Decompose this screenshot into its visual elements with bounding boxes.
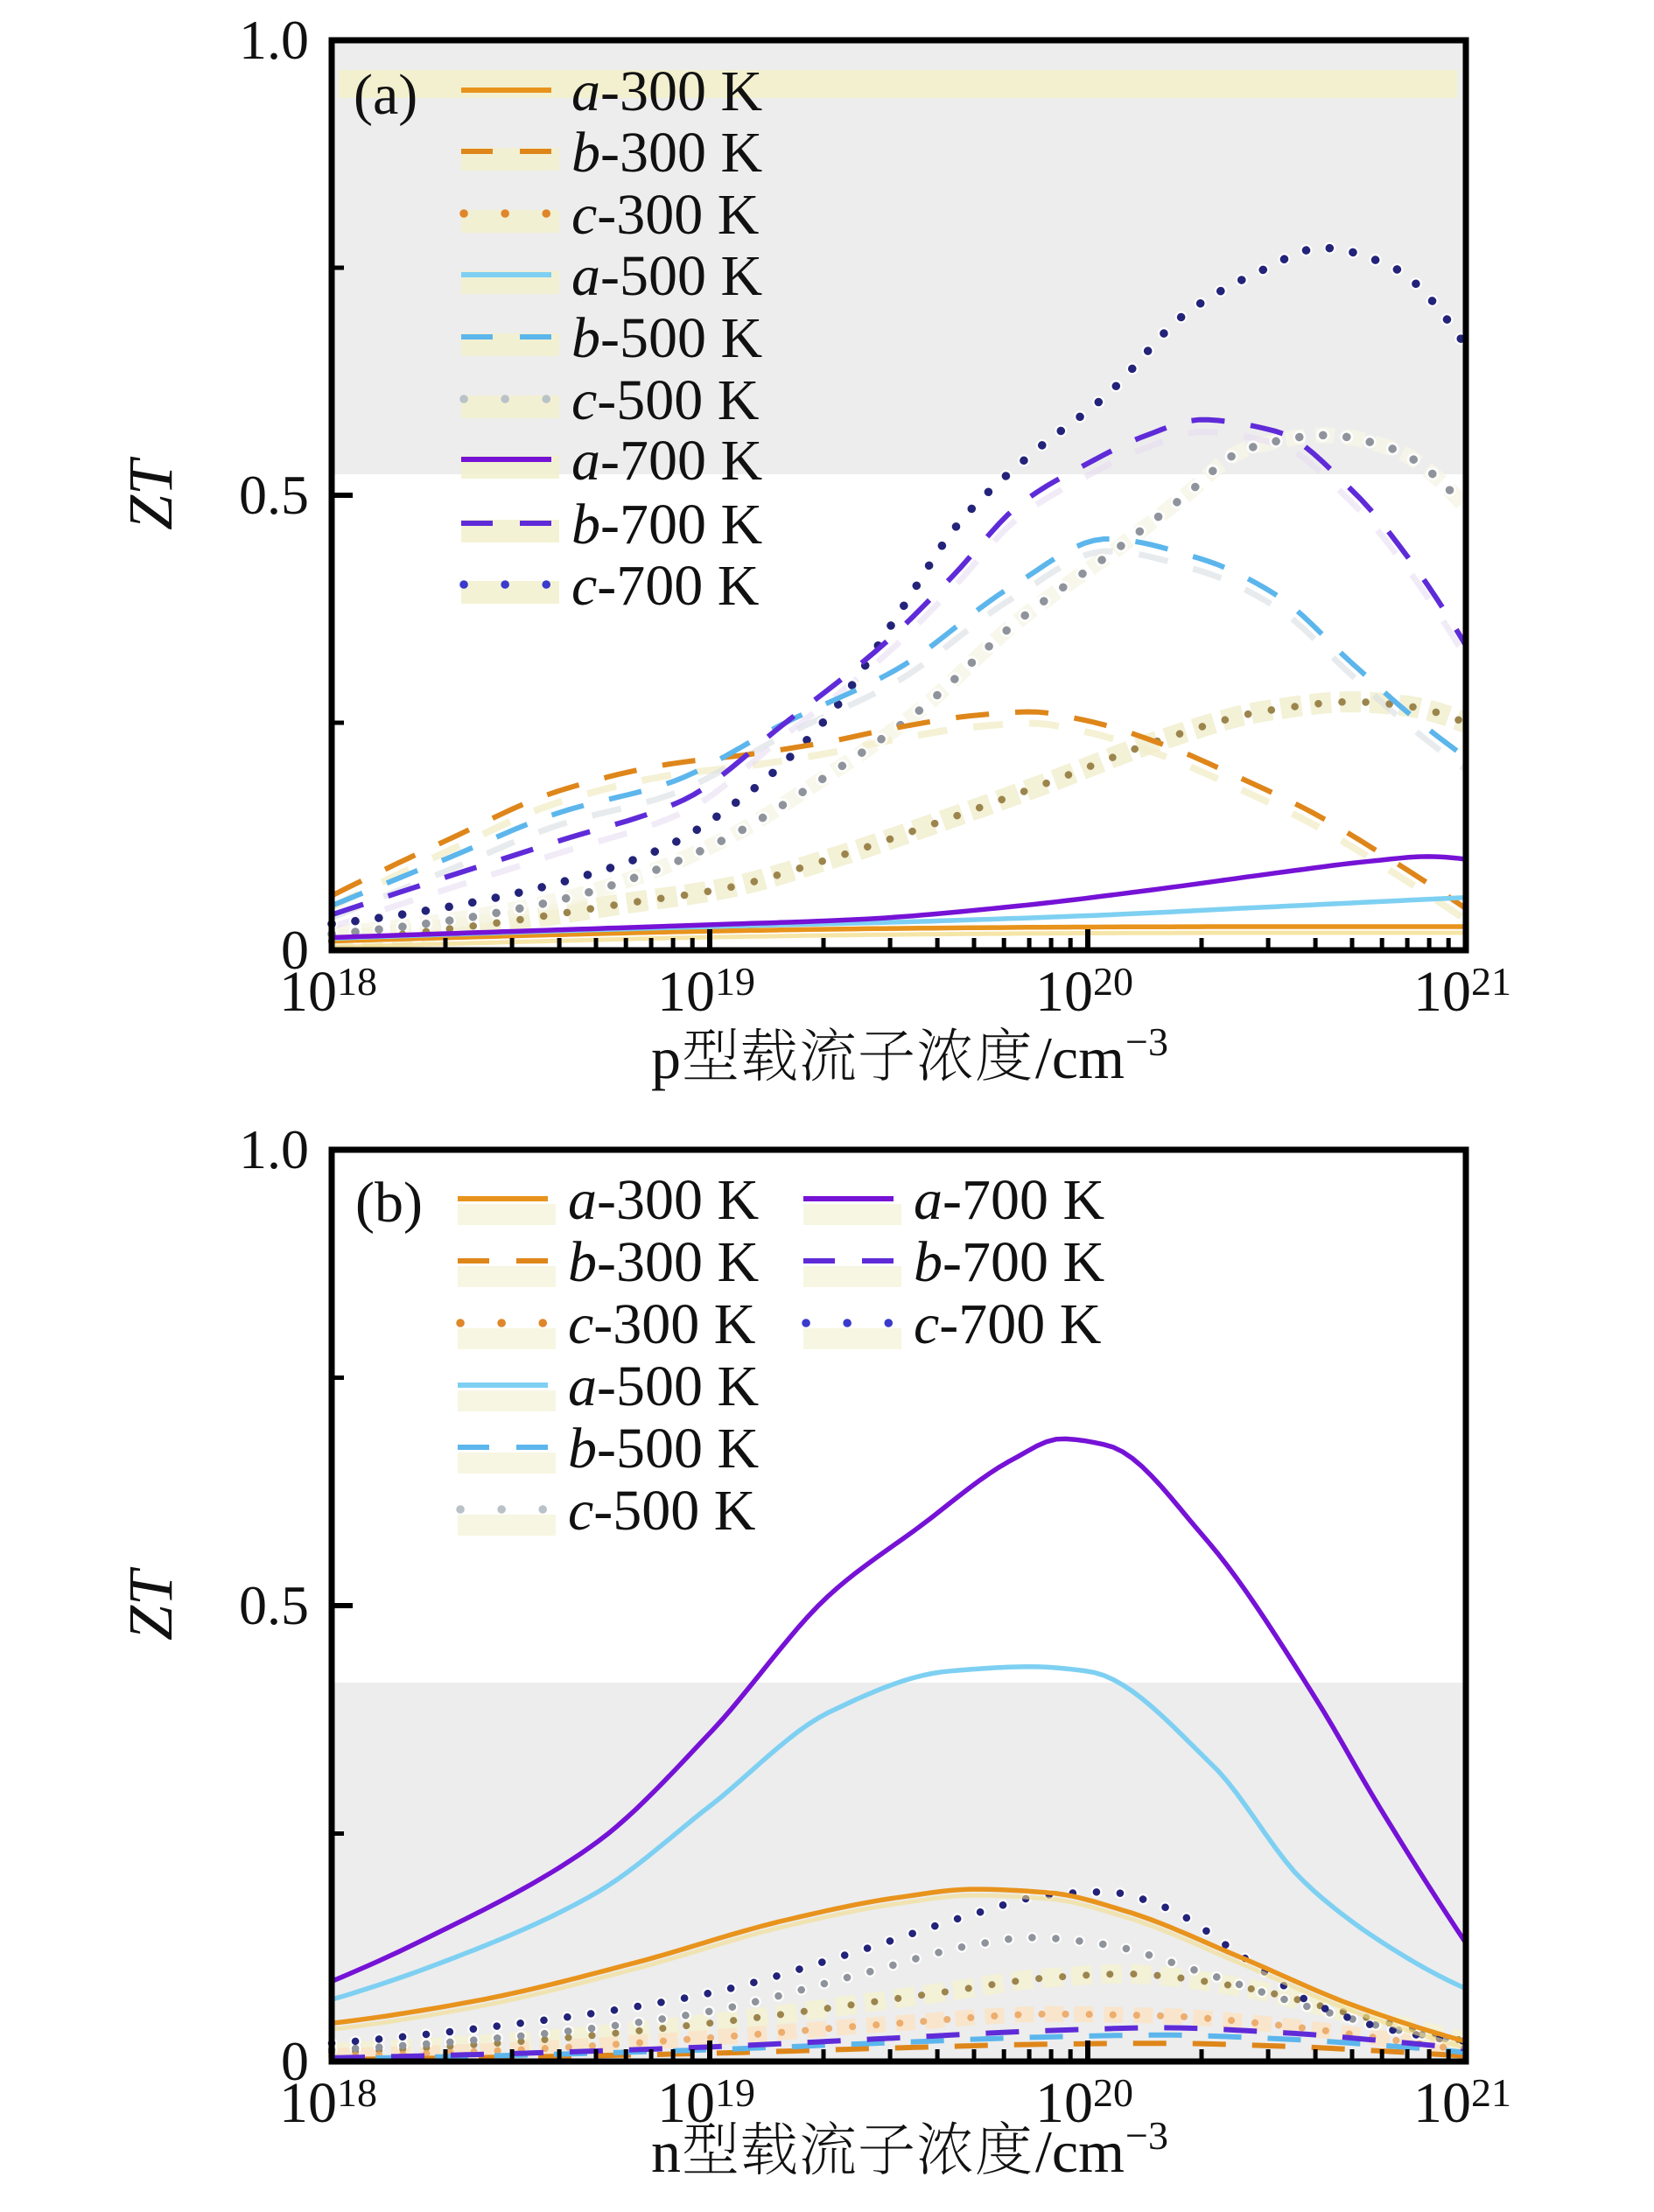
svg-text:/cm: /cm [1035,2118,1125,2185]
svg-text:(a): (a) [354,63,417,127]
svg-text:c-500 K: c-500 K [571,368,759,432]
svg-text:ZT: ZT [116,456,186,530]
svg-text:−3: −3 [1125,2113,1168,2158]
svg-text:a-700 K: a-700 K [914,1168,1104,1232]
svg-text:0.5: 0.5 [239,464,309,526]
svg-text:1020: 1020 [1035,2070,1133,2135]
svg-text:1018: 1018 [279,959,377,1024]
svg-text:c-700 K: c-700 K [571,554,759,618]
svg-text:a-500 K: a-500 K [571,244,762,308]
svg-text:b-300 K: b-300 K [571,121,762,185]
svg-text:1.0: 1.0 [239,9,309,71]
svg-text:ZT: ZT [116,1566,186,1641]
svg-text:b-300 K: b-300 K [568,1230,759,1294]
svg-text:(b): (b) [355,1171,423,1235]
svg-text:c-500 K: c-500 K [568,1479,755,1543]
svg-text:b-500 K: b-500 K [568,1417,759,1480]
svg-text:0: 0 [281,2030,309,2092]
svg-text:n: n [651,2118,681,2185]
svg-text:c-300 K: c-300 K [568,1292,755,1356]
svg-text:1020: 1020 [1035,959,1133,1024]
svg-text:c-700 K: c-700 K [914,1292,1101,1356]
svg-text:a-500 K: a-500 K [568,1354,759,1418]
svg-text:−3: −3 [1125,1019,1168,1064]
svg-text:b-700 K: b-700 K [914,1230,1104,1294]
svg-text:0.5: 0.5 [239,1574,309,1636]
svg-text:a-700 K: a-700 K [571,429,762,493]
svg-text:1.0: 1.0 [239,1118,309,1180]
svg-text:1019: 1019 [657,2070,755,2135]
svg-text:c-300 K: c-300 K [571,183,759,247]
svg-text:a-300 K: a-300 K [571,60,762,123]
svg-text:0: 0 [281,919,309,981]
svg-text:p: p [651,1025,681,1091]
svg-text:b-700 K: b-700 K [571,493,762,556]
svg-text:/cm: /cm [1035,1025,1125,1091]
svg-text:a-300 K: a-300 K [568,1168,759,1232]
svg-text:b-500 K: b-500 K [571,306,762,370]
